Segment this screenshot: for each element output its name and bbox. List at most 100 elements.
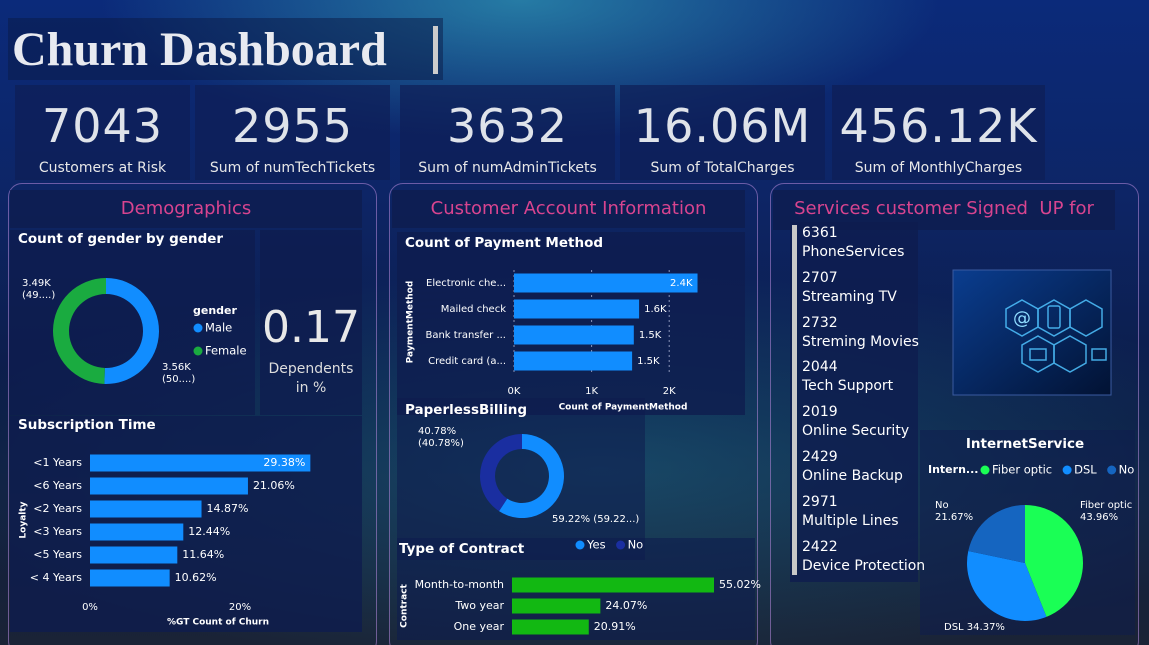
chart-title: Subscription Time bbox=[18, 417, 156, 433]
chart-box bbox=[10, 416, 362, 632]
service-label: Online Backup bbox=[802, 468, 903, 484]
bar bbox=[512, 577, 714, 593]
legend-label: Female bbox=[205, 344, 247, 358]
data-label: 3.56K (50....) bbox=[162, 362, 196, 385]
bar bbox=[514, 325, 634, 345]
data-label: 40.78% (40.78%) bbox=[418, 426, 464, 449]
legend-marker bbox=[616, 540, 626, 550]
kpi-card bbox=[195, 85, 390, 180]
service-value: 2707 bbox=[802, 269, 838, 286]
card-box bbox=[260, 230, 362, 415]
x-tick-label: 2K bbox=[663, 386, 676, 397]
legend-title: gender bbox=[193, 304, 238, 317]
kpi-label: Customers at Risk bbox=[38, 160, 167, 176]
bar bbox=[90, 523, 184, 541]
data-label: 21.06% bbox=[253, 479, 295, 492]
kpi-label: Sum of numTechTickets bbox=[209, 160, 376, 176]
service-value: 2732 bbox=[802, 314, 838, 331]
data-label: DSL 34.37% bbox=[944, 622, 1005, 633]
y-tick-label: < 4 Years bbox=[30, 571, 82, 584]
slice bbox=[968, 505, 1025, 563]
section-title: Customer Account Information bbox=[430, 198, 707, 219]
legend-label: Male bbox=[205, 321, 232, 335]
chart-box bbox=[397, 232, 745, 415]
y-axis-title: Loyalty bbox=[19, 501, 29, 538]
x-tick-label: 0% bbox=[82, 602, 98, 613]
bar bbox=[512, 598, 601, 614]
y-tick-label: <2 Years bbox=[33, 502, 82, 515]
card-box bbox=[790, 222, 918, 582]
kpi-card bbox=[15, 85, 190, 180]
bar bbox=[90, 546, 178, 564]
chart-box bbox=[10, 230, 255, 415]
slice bbox=[966, 550, 1047, 622]
data-label: 3.49K (49....) bbox=[22, 278, 56, 301]
data-label: 59.22% (59.22...) bbox=[552, 514, 640, 525]
service-value: 2422 bbox=[802, 538, 838, 555]
slice bbox=[104, 278, 159, 384]
chart-title: InternetService bbox=[966, 436, 1084, 452]
slice bbox=[499, 434, 564, 518]
y-tick-label: Two year bbox=[454, 599, 504, 612]
header-box bbox=[10, 190, 362, 228]
title-box bbox=[8, 18, 443, 80]
service-label: Device Protection bbox=[802, 557, 926, 574]
svg-text:@: @ bbox=[1013, 308, 1031, 329]
y-axis-title: Contract bbox=[400, 583, 410, 627]
service-value: 2019 bbox=[802, 404, 838, 421]
chart-title: Count of gender by gender bbox=[18, 231, 223, 247]
data-label: 12.44% bbox=[188, 525, 230, 538]
legend-marker bbox=[193, 346, 203, 356]
y-tick-label: <6 Years bbox=[33, 479, 82, 492]
x-tick-label: 0K bbox=[508, 386, 521, 397]
bar bbox=[90, 454, 311, 472]
legend-marker bbox=[575, 540, 585, 550]
kpi-card bbox=[620, 85, 825, 180]
kpi-label: Sum of MonthlyCharges bbox=[854, 160, 1023, 176]
x-tick-label: 1K bbox=[585, 386, 598, 397]
data-label: 1.5K bbox=[639, 330, 662, 341]
kpi-card bbox=[400, 85, 615, 180]
panel bbox=[389, 183, 758, 645]
y-tick-label: Credit card (a... bbox=[428, 356, 506, 367]
y-tick-label: Bank transfer ... bbox=[425, 330, 506, 341]
data-label: No 21.67% bbox=[935, 500, 974, 523]
panel bbox=[8, 183, 377, 645]
data-label: 20.91% bbox=[594, 620, 636, 633]
slice bbox=[1025, 505, 1083, 617]
data-label: 24.07% bbox=[605, 599, 647, 612]
data-label: 10.62% bbox=[175, 571, 217, 584]
legend-marker bbox=[980, 465, 990, 475]
data-label: 2.4K bbox=[670, 278, 693, 289]
service-value: 6361 bbox=[802, 225, 838, 241]
legend-label: No bbox=[628, 538, 644, 552]
dashboard-title: Churn Dashboard bbox=[12, 23, 387, 76]
section-title: Services customer Signed UP for bbox=[794, 198, 1094, 219]
data-label: 29.38% bbox=[263, 456, 305, 469]
card-label: Dependents in % bbox=[268, 361, 354, 396]
accent-bar bbox=[792, 225, 797, 575]
kpi-value: 2955 bbox=[231, 99, 354, 153]
data-label: 14.87% bbox=[207, 502, 249, 515]
y-tick-label: Mailed check bbox=[441, 304, 506, 315]
slice bbox=[52, 278, 106, 384]
tech-image: @ bbox=[952, 269, 1112, 396]
bar bbox=[514, 351, 633, 371]
kpi-value: 16.06M bbox=[633, 99, 812, 153]
card-value: 0.17 bbox=[262, 302, 360, 353]
bar bbox=[90, 569, 170, 587]
service-label: Tech Support bbox=[802, 378, 894, 395]
cursor-bar bbox=[433, 26, 438, 74]
y-tick-label: Month-to-month bbox=[415, 578, 504, 591]
service-label: Multiple Lines bbox=[802, 512, 899, 529]
legend-title: Intern... bbox=[928, 463, 978, 476]
legend-label: Fiber optic bbox=[992, 463, 1052, 477]
service-label: Online Security bbox=[802, 423, 910, 440]
service-label: Streaming TV bbox=[802, 288, 897, 305]
chart-title: Count of Payment Method bbox=[405, 235, 603, 251]
y-axis-title: PaymentMethod bbox=[406, 281, 416, 364]
bar bbox=[512, 619, 589, 635]
chart-box bbox=[397, 398, 645, 560]
